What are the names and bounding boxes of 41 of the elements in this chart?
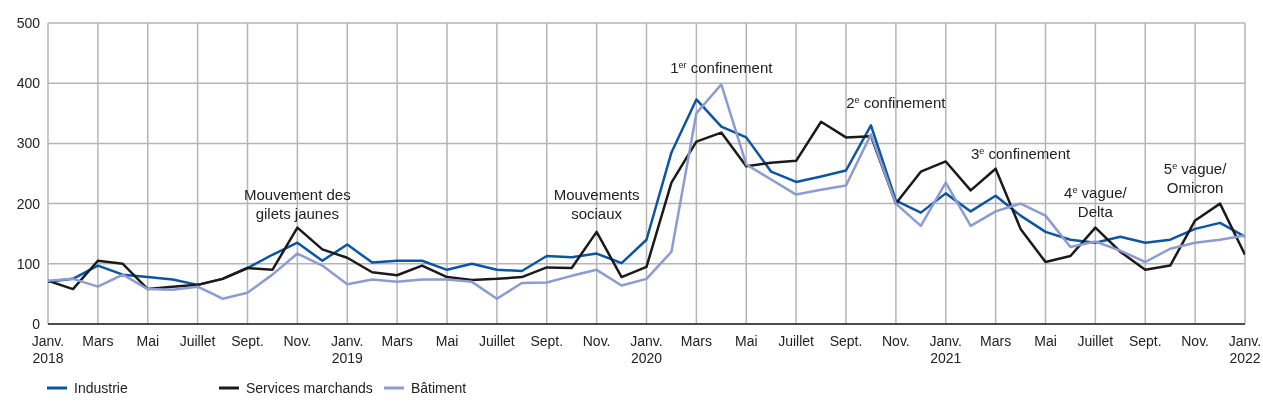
y-tick-label: 100 (16, 255, 41, 272)
y-tick-label: 500 (16, 14, 41, 31)
x-tick-label: Janv. 2018 (31, 333, 65, 366)
y-tick-label: 400 (16, 75, 41, 92)
y-tick-label: 0 (32, 315, 41, 332)
x-tick-label: Mai (435, 333, 459, 349)
x-tick-label: Sept. (231, 333, 264, 349)
annotation: 4$^{e}$ vague/ Delta (1064, 184, 1128, 221)
x-tick-label: Mai (1034, 333, 1057, 349)
x-tick-label: Juillet (478, 333, 515, 349)
x-tick-label: Mars (680, 333, 712, 349)
legend-label: Industrie (74, 380, 128, 396)
x-tick-label: Mai (734, 333, 758, 349)
x-tick-label: Mars (381, 333, 413, 349)
x-tick-label: Juillet (778, 333, 815, 349)
x-tick-label: Nov. (283, 333, 312, 349)
annotation: 5$^{e}$ vague/ Omicron (1163, 159, 1228, 196)
x-tick-label: Juillet (1077, 333, 1114, 349)
x-tick-label: Janv. 2019 (331, 333, 364, 366)
x-tick-label: Sept. (530, 333, 564, 349)
x-tick-label: Sept. (829, 333, 863, 349)
legend-label: Bâtiment (411, 380, 467, 396)
x-tick-label: Janv. 2020 (630, 333, 663, 366)
x-tick-label: Nov. (582, 333, 611, 349)
x-tick-label: Mai (136, 333, 160, 349)
x-tick-label: Janv. 2021 (929, 333, 962, 366)
x-tick-label: Mars (980, 333, 1012, 349)
annotation: 3$^{e}$ confinement (970, 145, 1072, 163)
y-tick-label: 300 (16, 135, 41, 152)
annotation: 1$^{er}$ confinement (670, 59, 774, 77)
annotation: Mouvements sociaux (553, 186, 640, 223)
x-tick-label: Janv. 2022 (1228, 333, 1262, 366)
x-tick-label: Mars (82, 333, 114, 349)
x-tick-label: Juillet (179, 333, 216, 349)
x-tick-label: Nov. (882, 333, 910, 349)
annotation: Mouvement des gilets jaunes (243, 186, 351, 223)
annotation: 2$^{e}$ confinement (846, 94, 947, 112)
x-tick-label: Nov. (1181, 333, 1209, 349)
x-tick-label: Sept. (1128, 333, 1162, 349)
legend-label: Services marchands (246, 380, 373, 396)
y-tick-label: 200 (16, 195, 41, 212)
